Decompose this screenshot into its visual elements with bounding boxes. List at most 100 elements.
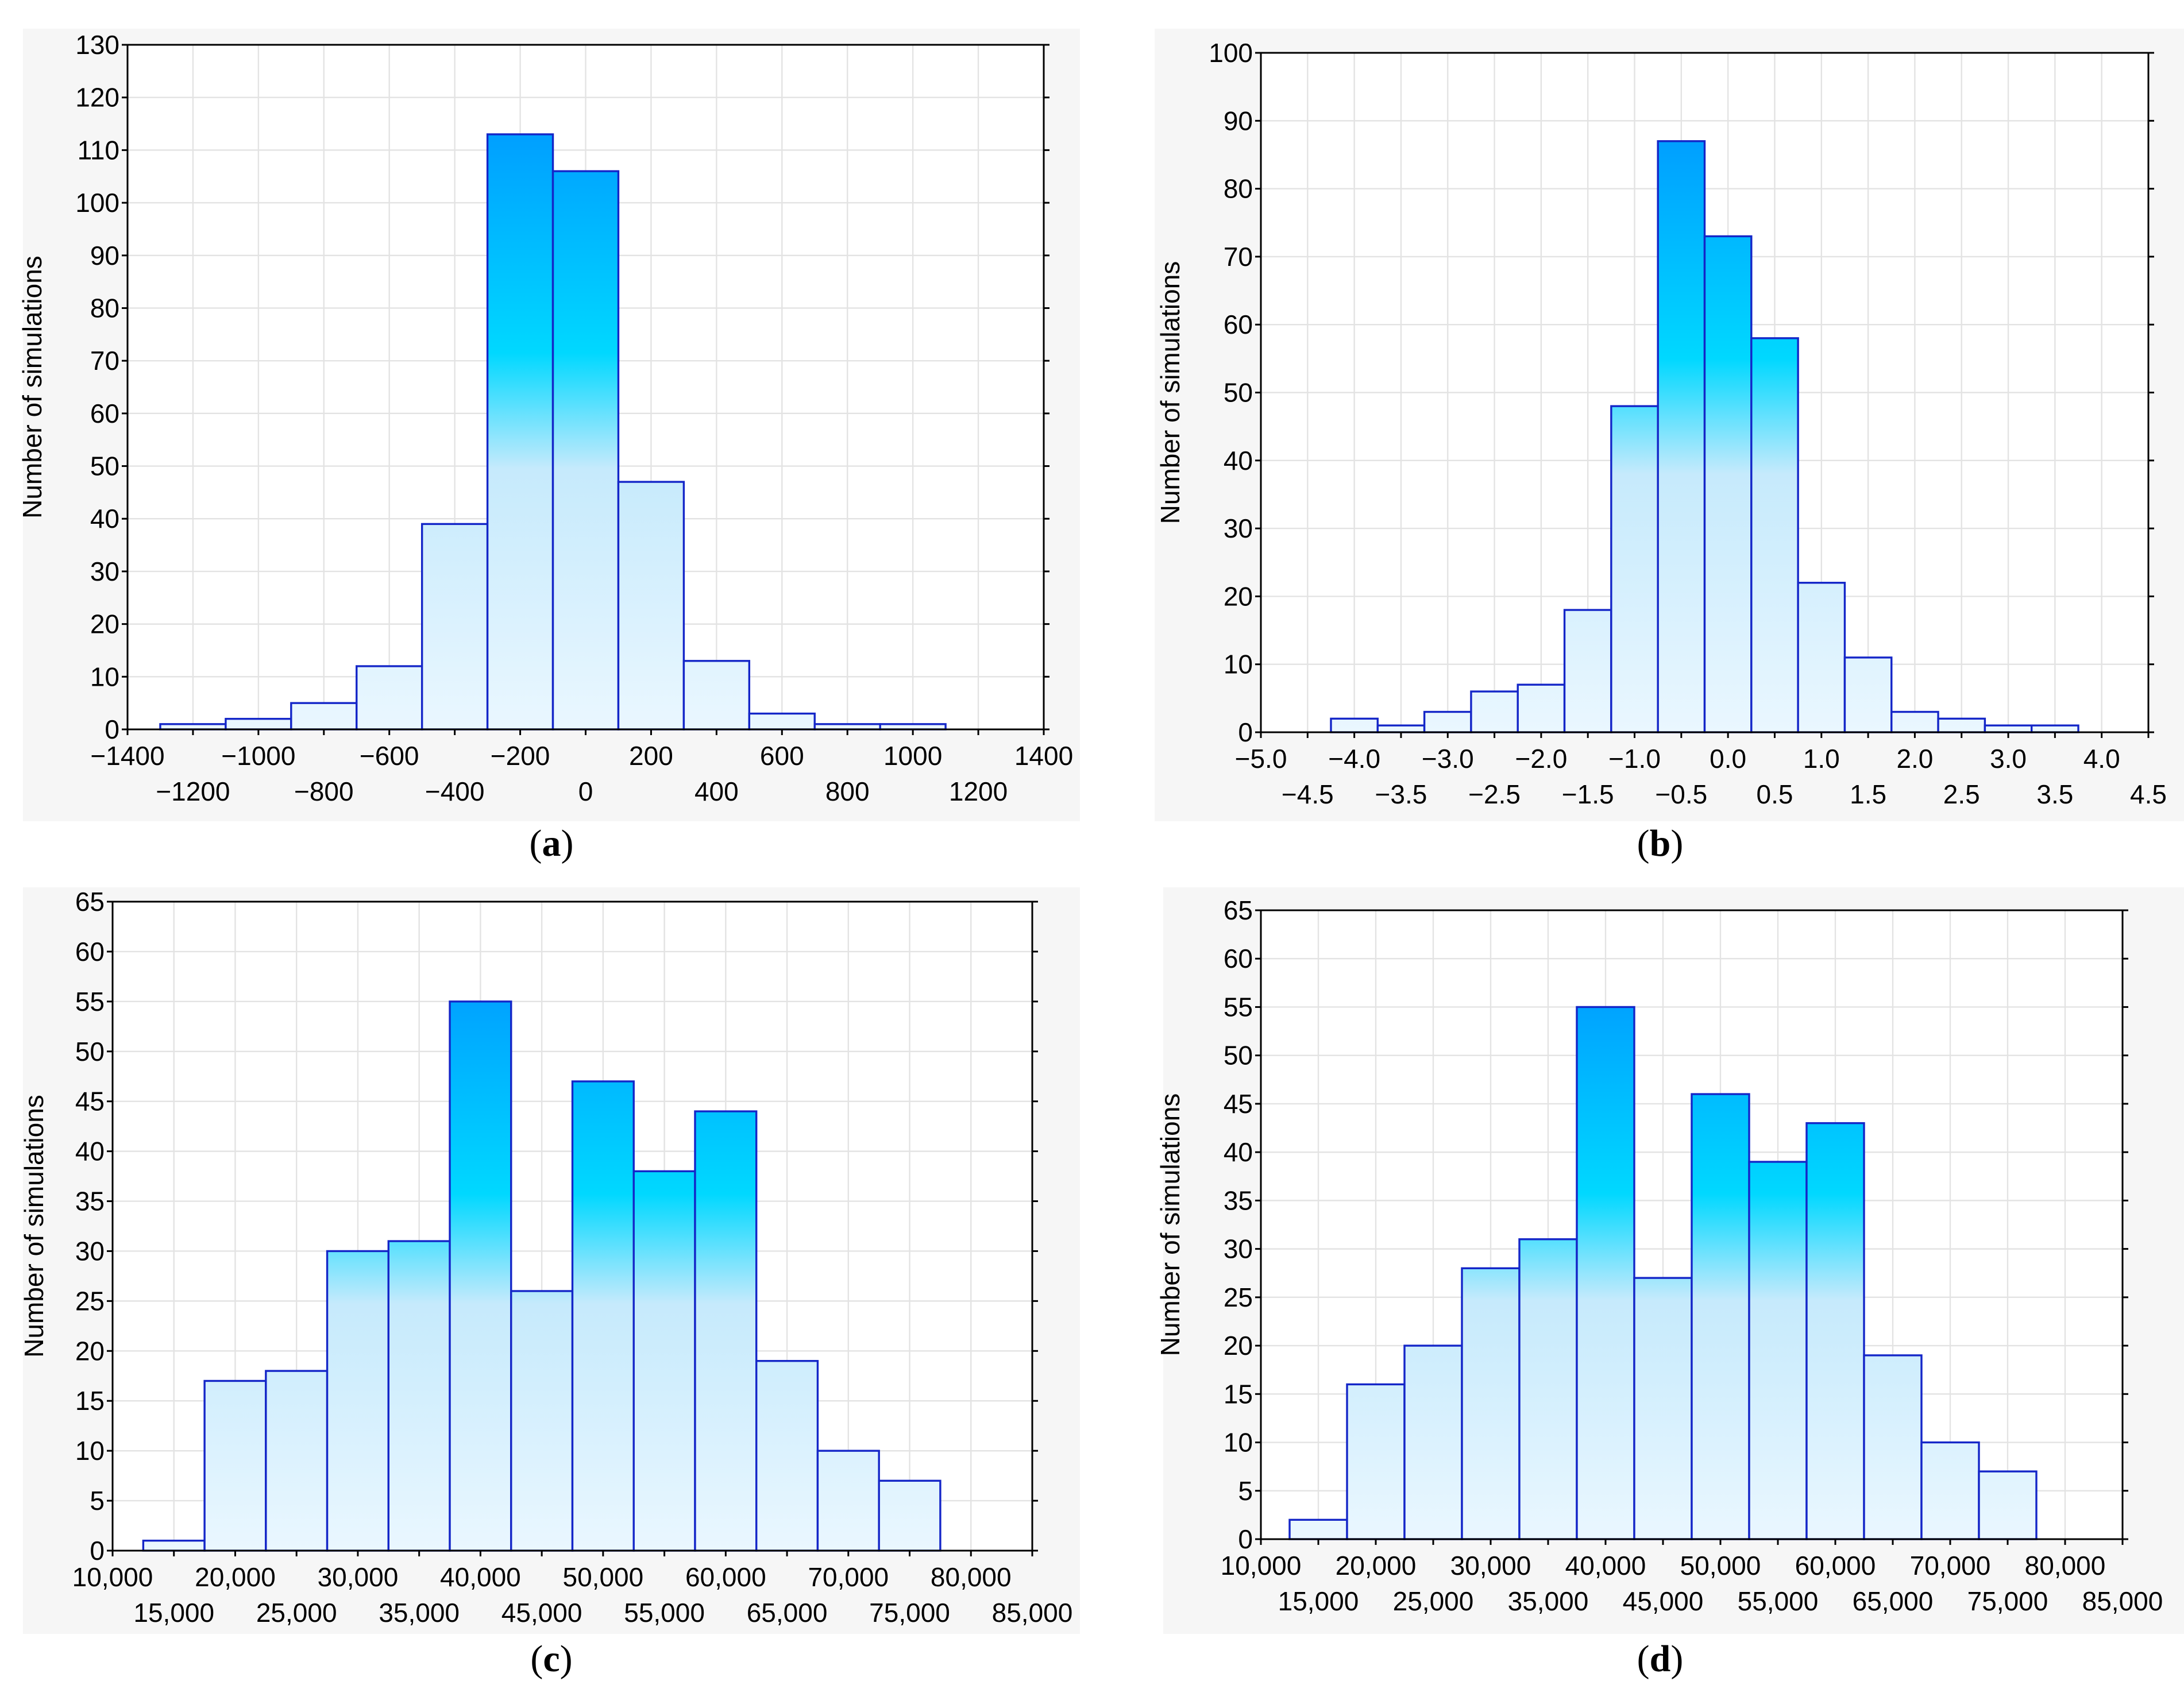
x-tick-label-upper: 10,000 [1221,1551,1302,1581]
y-tick-label: 50 [1224,1041,1253,1071]
x-tick-label-lower: −1200 [156,776,230,806]
x-tick-label-lower: −800 [294,776,354,806]
x-tick-label-upper: 1400 [1014,741,1073,771]
y-tick-label: 55 [1224,992,1253,1022]
y-tick-label: 120 [75,83,119,113]
x-tick-label-upper: −1000 [221,741,295,771]
x-tick-label-upper: 20,000 [1336,1551,1417,1581]
histogram-bar [1843,656,1893,733]
x-tick-label-upper: 3.0 [1990,744,2027,774]
x-tick-label-upper: −2.0 [1515,744,1567,774]
x-tick-label-upper: 1.0 [1803,744,1840,774]
histogram-bar [510,1290,574,1552]
histogram-bar [1890,710,1939,733]
histogram-bar [1748,1161,1808,1540]
y-axis: 0 5 10 15 20 25 30 35 40 45 50 55 60 65 [75,887,1038,1566]
histogram-bar [290,702,358,731]
histogram-bar [1610,405,1659,733]
y-tick-label: 60 [90,399,119,428]
y-tick-label: 20 [75,1336,105,1366]
histogram-bar [1403,1344,1463,1540]
x-tick-label-lower: 45,000 [501,1598,582,1628]
y-tick-label: 90 [90,241,119,271]
x-tick-label-upper: −200 [491,741,550,771]
plot-frame [1260,909,2124,1540]
panel-caption: (c) [530,1638,572,1680]
x-tick-label-upper: 200 [629,741,673,771]
histogram-bar [1376,724,1426,733]
histogram-bar [265,1370,329,1552]
y-tick-label: 10 [1224,650,1253,679]
y-tick-label: 80 [1224,174,1253,204]
y-tick-label: 20 [90,609,119,639]
x-tick-label-lower: 45,000 [1623,1586,1704,1616]
y-tick-label: 15 [1224,1379,1253,1409]
x-tick-label-upper: −1.0 [1608,744,1661,774]
y-tick-label: 40 [75,1137,105,1166]
x-tick-label-lower: 0 [578,776,593,806]
histogram-bar [816,1450,880,1552]
y-axis-label: Number of simulations [1155,1093,1185,1357]
x-tick-label-lower: 0.5 [1756,779,1793,809]
histogram-bar [420,523,489,731]
x-tick-label-upper: 0.0 [1710,744,1746,774]
x-tick-label-upper: 600 [760,741,804,771]
histogram-bar [1750,337,1799,733]
x-axis: 10,000 20,000 30,000 40,000 50,000 60,000 70,0… [1221,1539,2163,1616]
histogram-bar [1978,1470,2038,1540]
y-tick-label: 0 [105,714,119,744]
histogram-bar [694,1110,758,1552]
x-tick-label-lower: −2.5 [1468,779,1521,809]
y-axis: 0 10 20 30 40 50 60 70 80 90 100 [1209,38,2154,747]
x-tick-label-upper: 80,000 [931,1562,1012,1592]
bars [159,133,947,731]
x-tick-label-upper: 1000 [883,741,942,771]
x-tick-label-lower: 25,000 [1393,1586,1474,1616]
y-axis: 0 5 10 15 20 25 30 35 40 45 50 55 60 65 [1224,895,2128,1554]
x-tick-label-upper: 20,000 [195,1562,276,1592]
y-tick-label: 40 [1224,446,1253,476]
x-tick-label-lower: −1.5 [1562,779,1614,809]
x-tick-label-lower: −4.5 [1282,779,1334,809]
x-tick-label-lower: 55,000 [1738,1586,1819,1616]
y-tick-label: 10 [75,1436,105,1466]
y-axis: 0 10 20 30 40 50 60 70 80 90 100 110 120 130 [75,30,1049,744]
histogram-bar [1461,1267,1521,1540]
x-tick-label-upper: 30,000 [1450,1551,1531,1581]
chart-panel-a: 0 10 20 30 40 50 60 70 80 90 100 110 120 130 −1400 −100… [17,29,1080,864]
y-tick-label: 100 [1209,38,1253,68]
x-tick-label-upper: 80,000 [2025,1551,2106,1581]
y-tick-label: 35 [75,1187,105,1216]
histogram-bar [449,1000,512,1552]
x-tick-label-lower: −3.5 [1375,779,1427,809]
y-tick-label: 65 [1224,895,1253,925]
histogram-bar [755,1359,819,1552]
x-tick-label-upper: −3.0 [1422,744,1474,774]
histogram-bar [878,1479,941,1552]
x-tick-label-lower: −400 [425,776,485,806]
plot-frame [111,901,1033,1552]
x-tick-label-upper: 40,000 [440,1562,521,1592]
x-tick-label-lower: 85,000 [2082,1586,2163,1616]
y-tick-label: 30 [1224,513,1253,543]
x-tick-label-upper: 2.0 [1896,744,1933,774]
y-tick-label: 90 [1224,106,1253,136]
x-tick-label-upper: 40,000 [1565,1551,1646,1581]
histogram-bar [142,1539,206,1552]
histogram-bar [1563,609,1612,733]
y-tick-label: 130 [75,30,119,60]
x-tick-label-lower: 3.5 [2036,779,2073,809]
y-tick-label: 70 [90,346,119,376]
y-tick-label: 15 [75,1386,105,1416]
x-tick-label-lower: 35,000 [1508,1586,1589,1616]
y-axis-label: Number of simulations [19,1095,49,1358]
x-tick-label-lower: 1.5 [1850,779,1886,809]
x-tick-label-upper: −5.0 [1235,744,1287,774]
y-axis-label: Number of simulations [17,256,47,519]
x-tick-label-lower: 35,000 [379,1598,460,1628]
histogram-bar [203,1379,267,1552]
histogram-bar [1518,1238,1578,1540]
y-tick-label: 0 [90,1536,105,1566]
histogram-bar [551,170,620,731]
histogram-bar [1517,683,1566,733]
